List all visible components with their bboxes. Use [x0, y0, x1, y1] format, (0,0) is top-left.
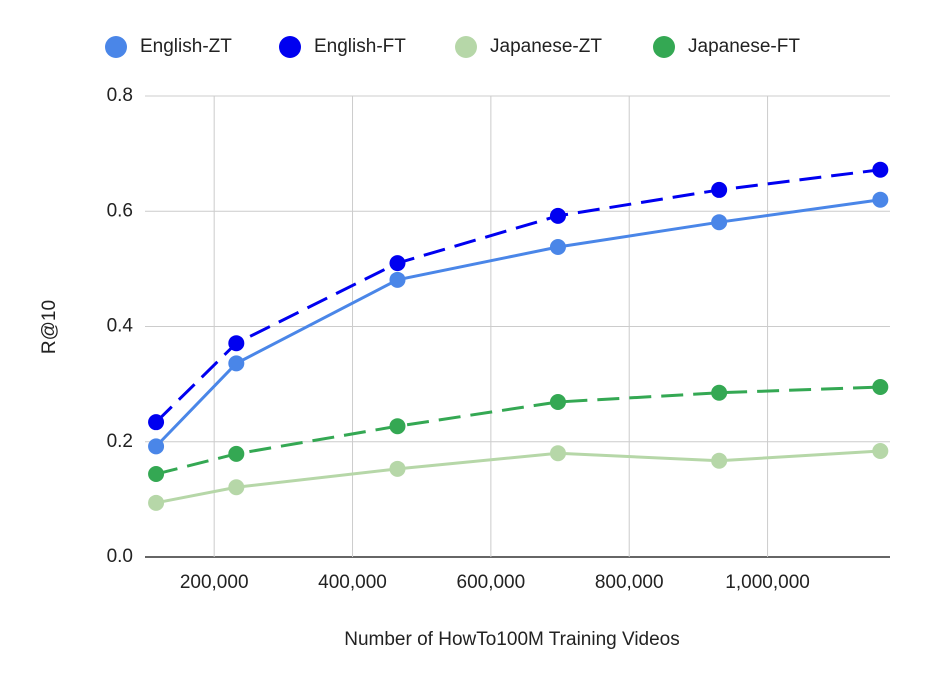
legend-swatch	[279, 36, 301, 58]
x-tick-label: 800,000	[595, 572, 664, 593]
data-point	[148, 466, 165, 483]
legend-label: English-FT	[314, 36, 406, 57]
series-line	[155, 449, 881, 505]
series-line	[155, 385, 881, 476]
x-tick-label: 400,000	[318, 572, 387, 593]
y-axis-label: R@10	[39, 300, 60, 354]
y-tick-label: 0.4	[107, 316, 134, 337]
data-point	[148, 494, 165, 511]
legend-label: English-ZT	[140, 36, 232, 57]
data-point	[872, 442, 889, 459]
x-tick-label: 1,000,000	[725, 572, 810, 593]
data-point	[549, 238, 566, 255]
data-point	[711, 181, 728, 198]
data-point	[872, 191, 889, 208]
x-tick-label: 600,000	[457, 572, 526, 593]
data-point	[228, 445, 245, 462]
data-point	[228, 355, 245, 372]
y-tick-label: 0.6	[107, 200, 133, 221]
data-point	[228, 479, 245, 496]
data-point	[389, 271, 406, 288]
data-point	[549, 393, 566, 410]
series-line	[154, 198, 881, 448]
legend-swatch	[105, 36, 127, 58]
y-tick-label: 0.0	[107, 546, 133, 567]
data-point	[228, 335, 245, 352]
data-point	[872, 161, 889, 178]
y-tick-label: 0.8	[107, 85, 133, 106]
series-line	[155, 168, 881, 424]
data-point	[872, 379, 889, 396]
legend-swatch	[653, 36, 675, 58]
data-point	[711, 384, 728, 401]
x-axis-label: Number of HowTo100M Training Videos	[344, 629, 680, 650]
data-point	[711, 214, 728, 231]
data-point	[711, 452, 728, 469]
legend-label: Japanese-FT	[688, 36, 800, 57]
data-point	[389, 418, 406, 435]
data-point	[549, 445, 566, 462]
data-point	[389, 460, 406, 477]
data-point	[148, 414, 165, 431]
data-point	[389, 255, 406, 272]
x-tick-label: 200,000	[180, 572, 249, 593]
legend-swatch	[455, 36, 477, 58]
data-point	[148, 438, 165, 455]
data-point	[549, 207, 566, 224]
legend-label: Japanese-ZT	[490, 36, 602, 57]
y-tick-label: 0.2	[107, 431, 133, 452]
